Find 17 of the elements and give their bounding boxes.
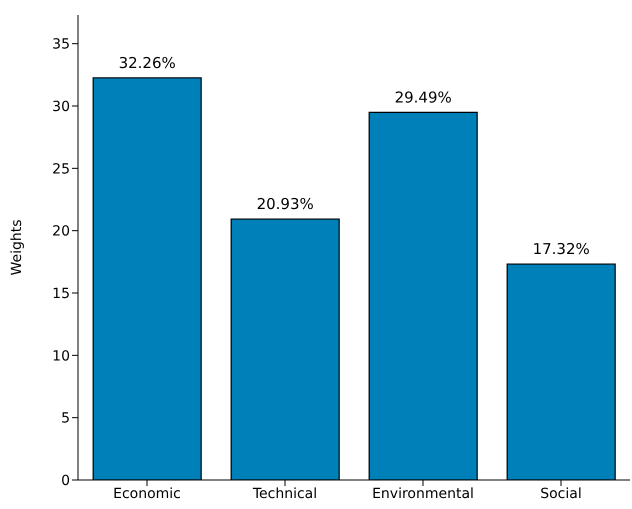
y-axis-title: Weights [8, 219, 25, 276]
data-label: 20.93% [256, 195, 314, 214]
y-tick-label: 35 [52, 36, 70, 53]
x-tick-label: Economic [113, 486, 181, 502]
x-tick-label: Environmental [372, 486, 474, 502]
data-label: 17.32% [532, 240, 590, 258]
x-tick-label: Technical [252, 486, 318, 502]
y-tick-label: 10 [52, 348, 70, 364]
data-label: 29.49% [394, 88, 452, 106]
y-tick-label: 30 [52, 98, 70, 115]
y-tick-label: 25 [52, 161, 70, 178]
data-label: 32.26% [118, 54, 176, 72]
x-tick-label: Social [540, 486, 582, 502]
y-tick-label: 5 [61, 410, 70, 427]
y-tick-label: 20 [52, 224, 70, 240]
y-tick-label: 15 [52, 286, 70, 302]
y-tick-label: 0 [61, 472, 70, 489]
